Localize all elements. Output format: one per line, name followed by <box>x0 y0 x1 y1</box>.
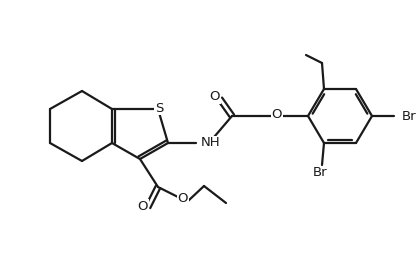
Text: Br: Br <box>312 166 327 179</box>
Text: O: O <box>272 108 282 121</box>
Text: O: O <box>138 199 148 212</box>
Text: NH: NH <box>201 137 220 150</box>
Text: O: O <box>178 192 188 205</box>
Text: S: S <box>155 102 163 115</box>
Text: Br: Br <box>402 109 417 122</box>
Text: O: O <box>210 91 220 104</box>
